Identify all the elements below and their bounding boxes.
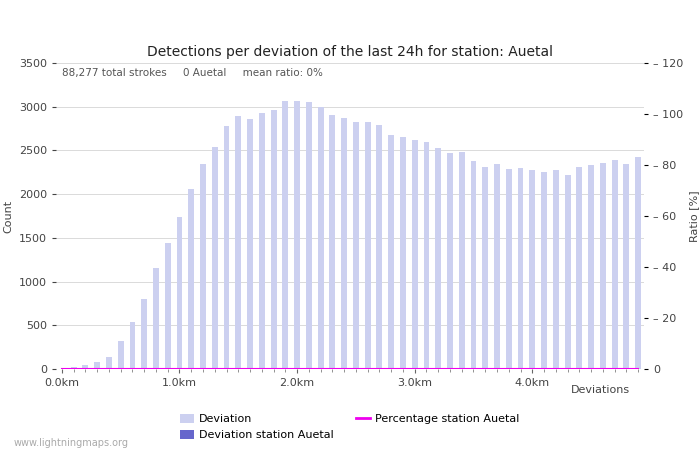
Bar [553, 170, 559, 369]
Bar [494, 163, 500, 369]
Bar [541, 172, 547, 369]
Bar [106, 357, 112, 369]
Bar [259, 113, 265, 369]
Text: 88,277 total strokes     0 Auetal     mean ratio: 0%: 88,277 total strokes 0 Auetal mean ratio… [62, 68, 323, 77]
Bar [365, 122, 370, 369]
Bar [470, 161, 477, 369]
Bar [164, 243, 171, 369]
Bar [247, 119, 253, 369]
Bar [235, 117, 241, 369]
Bar [588, 165, 594, 369]
Bar [282, 101, 288, 369]
Bar [94, 362, 100, 369]
Y-axis label: Ratio [%]: Ratio [%] [689, 190, 699, 242]
Bar [130, 322, 135, 369]
Bar [447, 153, 453, 369]
Legend: Deviation, Deviation station Auetal, Percentage station Auetal: Deviation, Deviation station Auetal, Per… [181, 414, 519, 440]
Bar [200, 163, 206, 369]
Bar [71, 367, 76, 369]
Bar [330, 115, 335, 369]
Y-axis label: Count: Count [4, 199, 13, 233]
Bar [517, 168, 524, 369]
Bar [353, 122, 359, 369]
Bar [482, 167, 488, 369]
Bar [624, 163, 629, 369]
Bar [612, 160, 617, 369]
Bar [458, 152, 465, 369]
Bar [600, 162, 606, 369]
Title: Detections per deviation of the last 24h for station: Auetal: Detections per deviation of the last 24h… [147, 45, 553, 59]
Bar [400, 137, 406, 369]
Bar [506, 169, 512, 369]
Text: Deviations: Deviations [571, 385, 630, 395]
Bar [223, 126, 230, 369]
Bar [271, 110, 277, 369]
Bar [318, 107, 323, 369]
Bar [576, 167, 582, 369]
Bar [424, 142, 429, 369]
Bar [153, 269, 159, 369]
Bar [389, 135, 394, 369]
Bar [377, 125, 382, 369]
Text: www.lightningmaps.org: www.lightningmaps.org [14, 438, 129, 448]
Bar [188, 189, 194, 369]
Bar [565, 175, 570, 369]
Bar [341, 118, 347, 369]
Bar [118, 341, 124, 369]
Bar [212, 147, 218, 369]
Bar [306, 102, 312, 369]
Bar [435, 148, 441, 369]
Bar [176, 217, 183, 369]
Bar [635, 158, 641, 369]
Bar [141, 299, 147, 369]
Bar [83, 364, 88, 369]
Bar [412, 140, 418, 369]
Bar [294, 101, 300, 369]
Bar [529, 170, 536, 369]
